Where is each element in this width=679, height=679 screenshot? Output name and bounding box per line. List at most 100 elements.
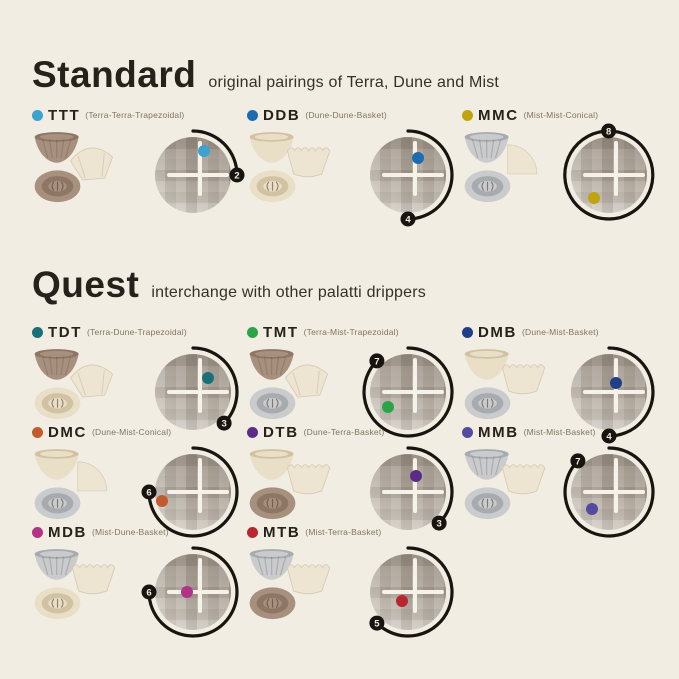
pairing-fullname: (Mist-Mist-Conical) — [523, 110, 599, 120]
dripper-illustration — [32, 546, 120, 644]
flavor-chart: 6 — [141, 540, 245, 644]
dripper-side-view-icon — [34, 549, 79, 580]
pairing-code: TMT — [263, 323, 299, 341]
filter-paper-icon — [72, 564, 116, 595]
flavor-position-dot — [197, 144, 210, 157]
dripper-top-view-icon — [34, 587, 81, 620]
pour-count-badge — [601, 123, 617, 139]
dripper-side-view-icon — [249, 449, 294, 480]
dripper-side-view-icon — [249, 349, 294, 380]
pairing-fullname: (Dune-Mist-Basket) — [521, 327, 599, 337]
flavor-chart: 3 — [356, 440, 460, 544]
dripper-illustration — [462, 446, 550, 544]
filter-paper-icon — [287, 147, 331, 178]
pairing-body: 3 — [32, 344, 247, 444]
flavor-position-dot — [411, 152, 424, 165]
pairing-color-dot — [247, 526, 258, 538]
pairing-body: 2 — [32, 127, 247, 227]
dripper-side-view-icon — [34, 132, 79, 163]
flavor-chart: 6 — [141, 440, 245, 544]
pairing-fullname: (Terra-Dune-Trapezoidal) — [86, 327, 187, 337]
flavor-plaid-disc — [370, 554, 446, 630]
filter-paper-icon — [507, 144, 538, 175]
pairing-body: 3 — [247, 444, 462, 544]
chart-axis-vertical — [613, 457, 618, 514]
pairing-color-dot — [247, 426, 258, 438]
chart-axis-horizontal — [167, 489, 229, 494]
dripper-illustration — [247, 546, 335, 644]
quest-section-header: Quest interchange with other palatti dri… — [32, 264, 426, 306]
pairing-body: 7 — [247, 344, 462, 444]
pairing-fullname: (Terra-Terra-Trapezoidal) — [85, 110, 185, 120]
pour-count-arc: 6 — [141, 446, 239, 538]
chart-axis-vertical — [197, 140, 202, 197]
pairing-header: DDB (Dune-Dune-Basket) — [247, 107, 462, 124]
pairing-color-dot — [462, 109, 473, 121]
chart-axis-horizontal — [583, 489, 645, 494]
pairing-code: DMC — [48, 423, 87, 441]
pour-count-number: 3 — [221, 419, 226, 430]
dripper-side-view-icon — [249, 549, 294, 580]
pour-count-arc: 3 — [191, 346, 239, 431]
dripper-top-view-icon — [34, 170, 81, 203]
dripper-top-view-icon — [249, 387, 296, 420]
pairing-code: MDB — [48, 523, 87, 541]
filter-paper-icon — [287, 464, 331, 495]
pairing-body: 5 — [247, 544, 462, 644]
pairing-body: 7 — [462, 444, 663, 544]
standard-title: Standard — [32, 54, 197, 95]
pour-count-number: 4 — [405, 214, 411, 225]
pour-count-number: 7 — [374, 356, 379, 367]
pairing-card: DMB (Dune-Mist-Basket) 4 — [462, 324, 663, 444]
quest-subtitle: interchange with other palatti drippers — [151, 284, 426, 301]
pour-count-badge — [570, 453, 586, 469]
pour-count-arc: 5 — [369, 546, 454, 638]
flavor-position-dot — [409, 470, 422, 483]
dripper-side-view-icon — [464, 132, 509, 163]
chart-axis-vertical — [412, 357, 417, 414]
flavor-plaid-disc — [370, 354, 446, 430]
dripper-top-view-icon — [464, 487, 511, 520]
pairing-code: MMB — [478, 423, 519, 441]
pour-count-badge — [216, 415, 232, 431]
pairing-body: 6 — [32, 444, 247, 544]
pour-count-number: 6 — [146, 487, 151, 498]
pairing-body: 8 — [462, 123, 663, 227]
flavor-plaid-disc — [571, 354, 647, 430]
pour-count-arc: 3 — [406, 446, 454, 531]
quest-title: Quest — [32, 264, 140, 305]
pairing-header: MMC (Mist-Mist-Conical) — [462, 106, 663, 124]
chart-axis-vertical — [412, 140, 417, 197]
pour-count-number: 7 — [575, 456, 580, 467]
flavor-chart: 5 — [356, 540, 460, 644]
pairing-code: MMC — [478, 106, 519, 124]
filter-paper-icon — [502, 364, 546, 395]
pour-count-arc: 7 — [563, 446, 655, 538]
pairing-fullname: (Dune-Mist-Conical) — [91, 427, 172, 437]
pairing-color-dot — [32, 326, 43, 338]
filter-paper-icon — [69, 147, 114, 181]
pour-count-arc: 7 — [362, 346, 454, 438]
pairing-card: DDB (Dune-Dune-Basket) 4 — [247, 107, 462, 227]
pairing-fullname: (Dune-Dune-Basket) — [305, 110, 387, 120]
pour-count-number: 2 — [234, 170, 239, 181]
dripper-top-view-icon — [464, 170, 511, 203]
dripper-top-view-icon — [249, 170, 296, 203]
pairing-color-dot — [247, 109, 258, 121]
chart-axis-horizontal — [382, 389, 444, 394]
pairing-card: MMB (Mist-Mist-Basket) 7 — [462, 423, 663, 538]
pour-count-arc: 8 — [563, 123, 655, 221]
pour-count-badge — [400, 211, 416, 227]
pairing-header: TDT (Terra-Dune-Trapezoidal) — [32, 324, 247, 341]
pairing-color-dot — [32, 526, 43, 538]
pairing-card: TMT (Terra-Mist-Trapezoidal) — [247, 323, 462, 438]
flavor-chart: 7 — [356, 340, 460, 444]
pairing-card: TTT (Terra-Terra-Trapezoidal) — [32, 107, 247, 213]
pairing-body: 6 — [32, 544, 247, 644]
filter-paper-icon — [502, 464, 546, 495]
pairing-fullname: (Mist-Dune-Basket) — [91, 527, 169, 537]
dripper-illustration — [32, 129, 120, 227]
pairing-header: DMB (Dune-Mist-Basket) — [462, 324, 663, 341]
chart-axis-vertical — [197, 357, 202, 414]
